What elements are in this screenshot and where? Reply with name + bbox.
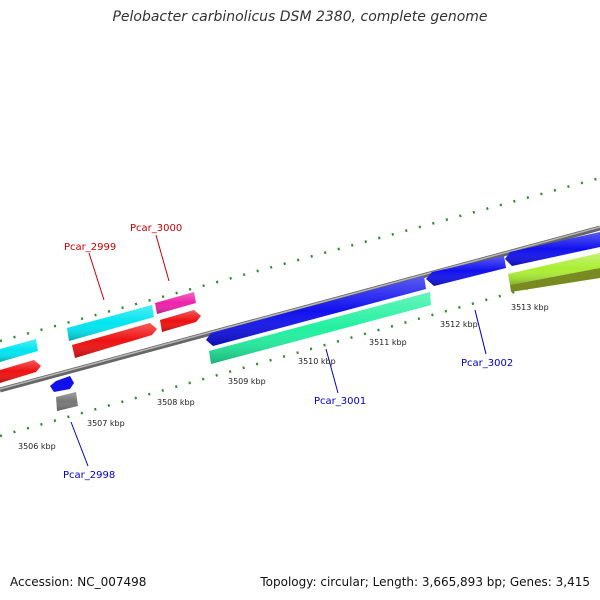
tick-label-3510: 3510 kbp <box>298 357 336 366</box>
leader-pcar-2998 <box>70 421 89 467</box>
leader-lines <box>70 234 487 467</box>
tick-label-3511: 3511 kbp <box>369 338 407 347</box>
gene-shading <box>0 232 600 411</box>
gene-olive-right[interactable] <box>510 268 600 292</box>
leader-pcar-3002 <box>474 309 487 355</box>
genome-backbone-highlight <box>0 226 600 390</box>
label-pcar-2999: Pcar_2999 <box>64 242 116 253</box>
topology-text: Topology: circular; Length: 3,665,893 bp… <box>260 575 590 589</box>
label-pcar-3000: Pcar_3000 <box>130 223 182 234</box>
label-pcar-2998: Pcar_2998 <box>63 470 115 481</box>
label-pcar-3001: Pcar_3001 <box>314 396 366 407</box>
map-title: Pelobacter carbinolicus DSM 2380, comple… <box>112 9 488 25</box>
tick-label-3512: 3512 kbp <box>440 320 478 329</box>
accession-text: Accession: NC_007498 <box>10 575 147 589</box>
leader-pcar-2999 <box>88 252 105 301</box>
leader-pcar-3001 <box>325 348 339 394</box>
outer-dotted-scale <box>0 176 600 343</box>
tick-label-3513: 3513 kbp <box>511 303 549 312</box>
gene-blue-pcar-2998[interactable] <box>50 376 74 392</box>
genome-backbone <box>0 225 600 393</box>
inner-dotted-scale <box>0 266 600 438</box>
label-pcar-3002: Pcar_3002 <box>461 358 513 369</box>
tick-label-3509: 3509 kbp <box>228 377 266 386</box>
leader-pcar-3000 <box>155 234 170 282</box>
tick-label-3508: 3508 kbp <box>157 398 195 407</box>
tick-label-3506: 3506 kbp <box>18 442 56 451</box>
tick-label-3507: 3507 kbp <box>87 419 125 428</box>
